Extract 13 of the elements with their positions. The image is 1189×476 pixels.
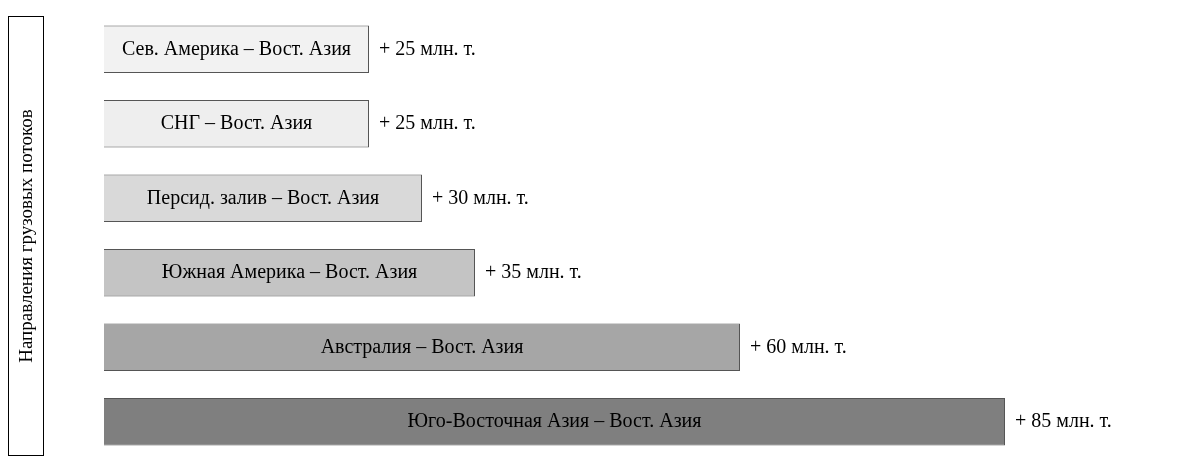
data-label: + 35 млн. т. [485, 260, 582, 282]
y-tick-label: Персид. залив – Вост. Азия [146, 185, 380, 209]
y-tick-label: Австралия – Вост. Азия [320, 334, 524, 358]
data-label: + 25 млн. т. [379, 111, 476, 133]
y-tick-label: Сев. Америка – Вост. Азия [121, 36, 352, 60]
data-label: + 85 млн. т. [1015, 409, 1112, 431]
y-tick-label: Юго-Восточная Азия – Вост. Азия [407, 409, 702, 431]
data-label: + 25 млн. т. [379, 36, 476, 59]
y-tick-label: Южная Америка – Вост. Азия [161, 260, 418, 283]
y-axis-title: Направления грузовых потоков [15, 108, 37, 363]
data-label: + 30 млн. т. [432, 185, 529, 208]
data-label: + 60 млн. т. [750, 334, 847, 357]
y-tick-label: СНГ – Вост. Азия [160, 111, 313, 133]
